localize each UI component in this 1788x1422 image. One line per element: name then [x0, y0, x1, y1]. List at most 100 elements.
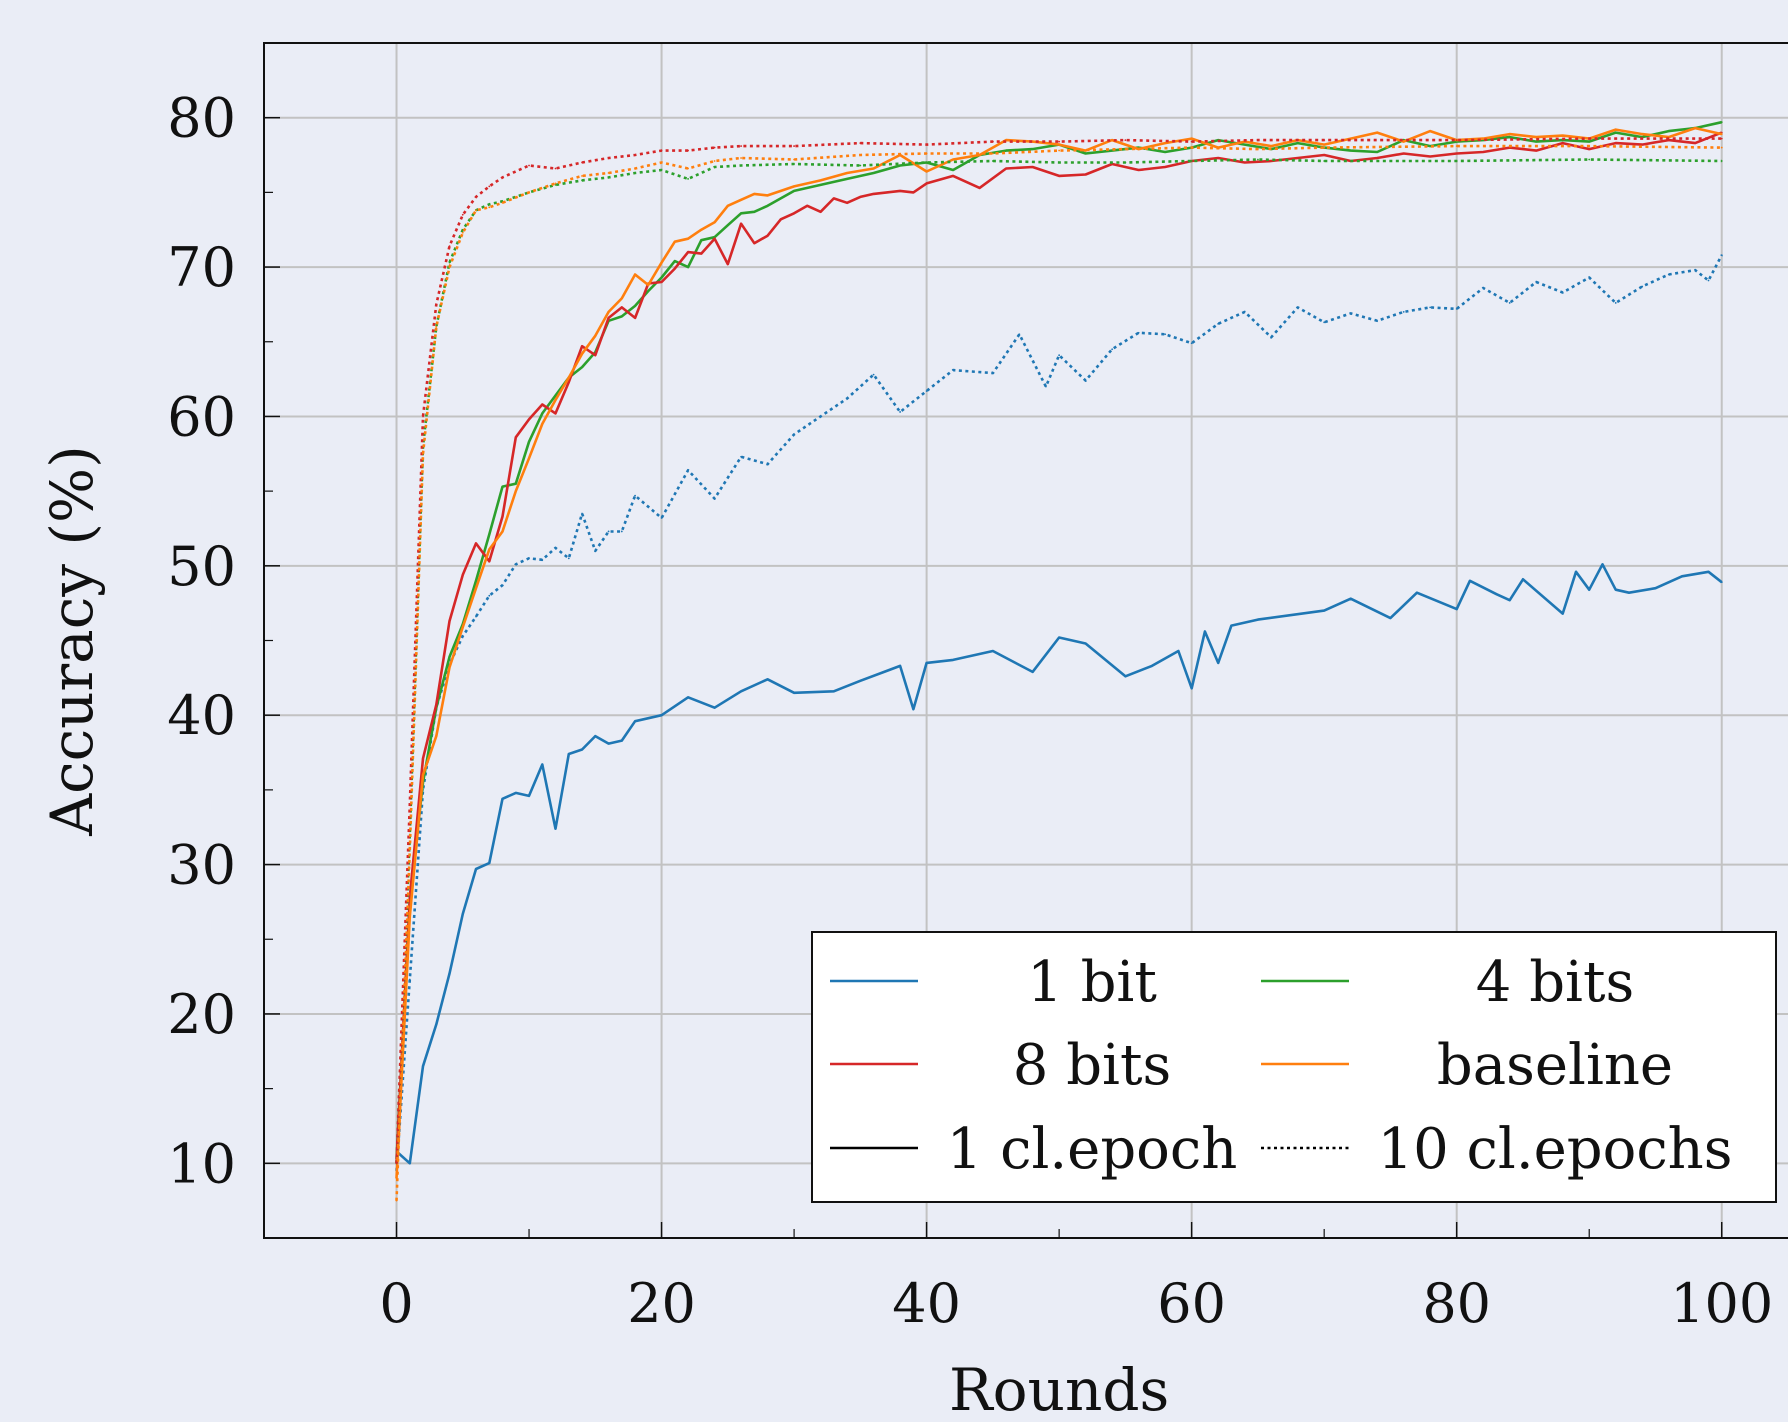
data-point [925, 161, 928, 164]
data-point [422, 1065, 424, 1068]
data-point [1323, 609, 1326, 612]
data-point [660, 517, 663, 519]
data-point [740, 145, 742, 147]
y-tick-label: 20 [167, 983, 236, 1046]
data-point [1376, 131, 1379, 134]
data-point [872, 192, 875, 195]
data-point [1402, 310, 1405, 313]
data-point [461, 912, 464, 915]
data-point [1084, 642, 1087, 645]
series-line [395, 137, 1722, 1164]
data-point [1535, 281, 1538, 283]
data-point [832, 197, 835, 200]
data-point [1164, 333, 1167, 336]
data-point [912, 191, 915, 194]
data-point [673, 267, 676, 270]
data-point [1270, 336, 1273, 339]
data-point [1455, 160, 1458, 162]
data-point [660, 169, 663, 171]
data-point [1217, 157, 1220, 159]
data-point [475, 209, 477, 212]
data-point [1614, 131, 1617, 134]
x-tick-label: 100 [1670, 1272, 1773, 1335]
data-point [713, 166, 716, 168]
data-point [1694, 142, 1697, 144]
data-point [541, 403, 544, 406]
series-line [395, 144, 1722, 1201]
data-point [1204, 630, 1206, 633]
data-point [1402, 140, 1405, 143]
data-point [528, 557, 530, 560]
data-point [1588, 588, 1591, 591]
data-point [634, 305, 636, 307]
data-point [740, 212, 742, 215]
data-point [793, 189, 795, 192]
data-point [687, 237, 689, 240]
data-point [1694, 269, 1697, 271]
data-point [435, 735, 438, 737]
data-point [660, 161, 663, 164]
data-point [1535, 149, 1538, 152]
data-point [1614, 128, 1617, 131]
data-point [1641, 143, 1644, 146]
data-point [1270, 145, 1273, 147]
data-point [475, 579, 477, 582]
data-point [1323, 160, 1326, 162]
data-point [581, 179, 583, 182]
data-point [448, 245, 451, 248]
data-point [1455, 152, 1458, 155]
data-point [859, 154, 862, 156]
data-point [925, 390, 928, 392]
data-point [620, 739, 623, 742]
data-point [793, 433, 795, 436]
data-point [687, 696, 689, 699]
data-point [726, 263, 729, 265]
data-point [1058, 140, 1061, 143]
data-point [634, 154, 636, 156]
y-axis-label: Accuracy (%) [38, 445, 106, 837]
data-point [1058, 636, 1061, 639]
data-point [1031, 166, 1034, 168]
data-point [740, 455, 742, 458]
data-point [448, 972, 451, 975]
data-point [1270, 160, 1273, 162]
data-point [766, 234, 769, 237]
tick-marks [264, 116, 1723, 1238]
data-point [488, 206, 491, 209]
data-point [1217, 322, 1220, 325]
data-point [766, 678, 769, 681]
data-point [1561, 291, 1564, 294]
legend-label: 1 cl.epoch [947, 1117, 1238, 1182]
data-point [475, 587, 477, 590]
data-point [422, 757, 424, 760]
data-point [1084, 149, 1087, 152]
data-point [501, 797, 504, 800]
data-point [1005, 149, 1008, 152]
data-point [859, 195, 862, 198]
data-point [713, 706, 716, 709]
data-point [634, 720, 636, 723]
data-point [422, 452, 424, 455]
data-point [488, 203, 491, 206]
data-point [581, 366, 583, 369]
data-point [1044, 385, 1047, 388]
data-point [554, 827, 557, 830]
data-point [395, 1199, 398, 1202]
y-tick-label: 10 [167, 1132, 236, 1195]
data-point [620, 530, 623, 533]
data-point [1124, 139, 1127, 141]
data-point [1654, 587, 1657, 590]
data-point [1455, 307, 1458, 310]
data-point [1323, 154, 1326, 156]
legend-box [811, 931, 1777, 1203]
data-point [541, 412, 544, 415]
data-point [647, 284, 650, 286]
data-point [687, 178, 689, 180]
data-point [1429, 155, 1432, 158]
data-point [713, 497, 716, 500]
data-point [846, 178, 848, 180]
data-point [501, 584, 504, 587]
data-point [991, 650, 994, 652]
data-point [1323, 143, 1326, 146]
